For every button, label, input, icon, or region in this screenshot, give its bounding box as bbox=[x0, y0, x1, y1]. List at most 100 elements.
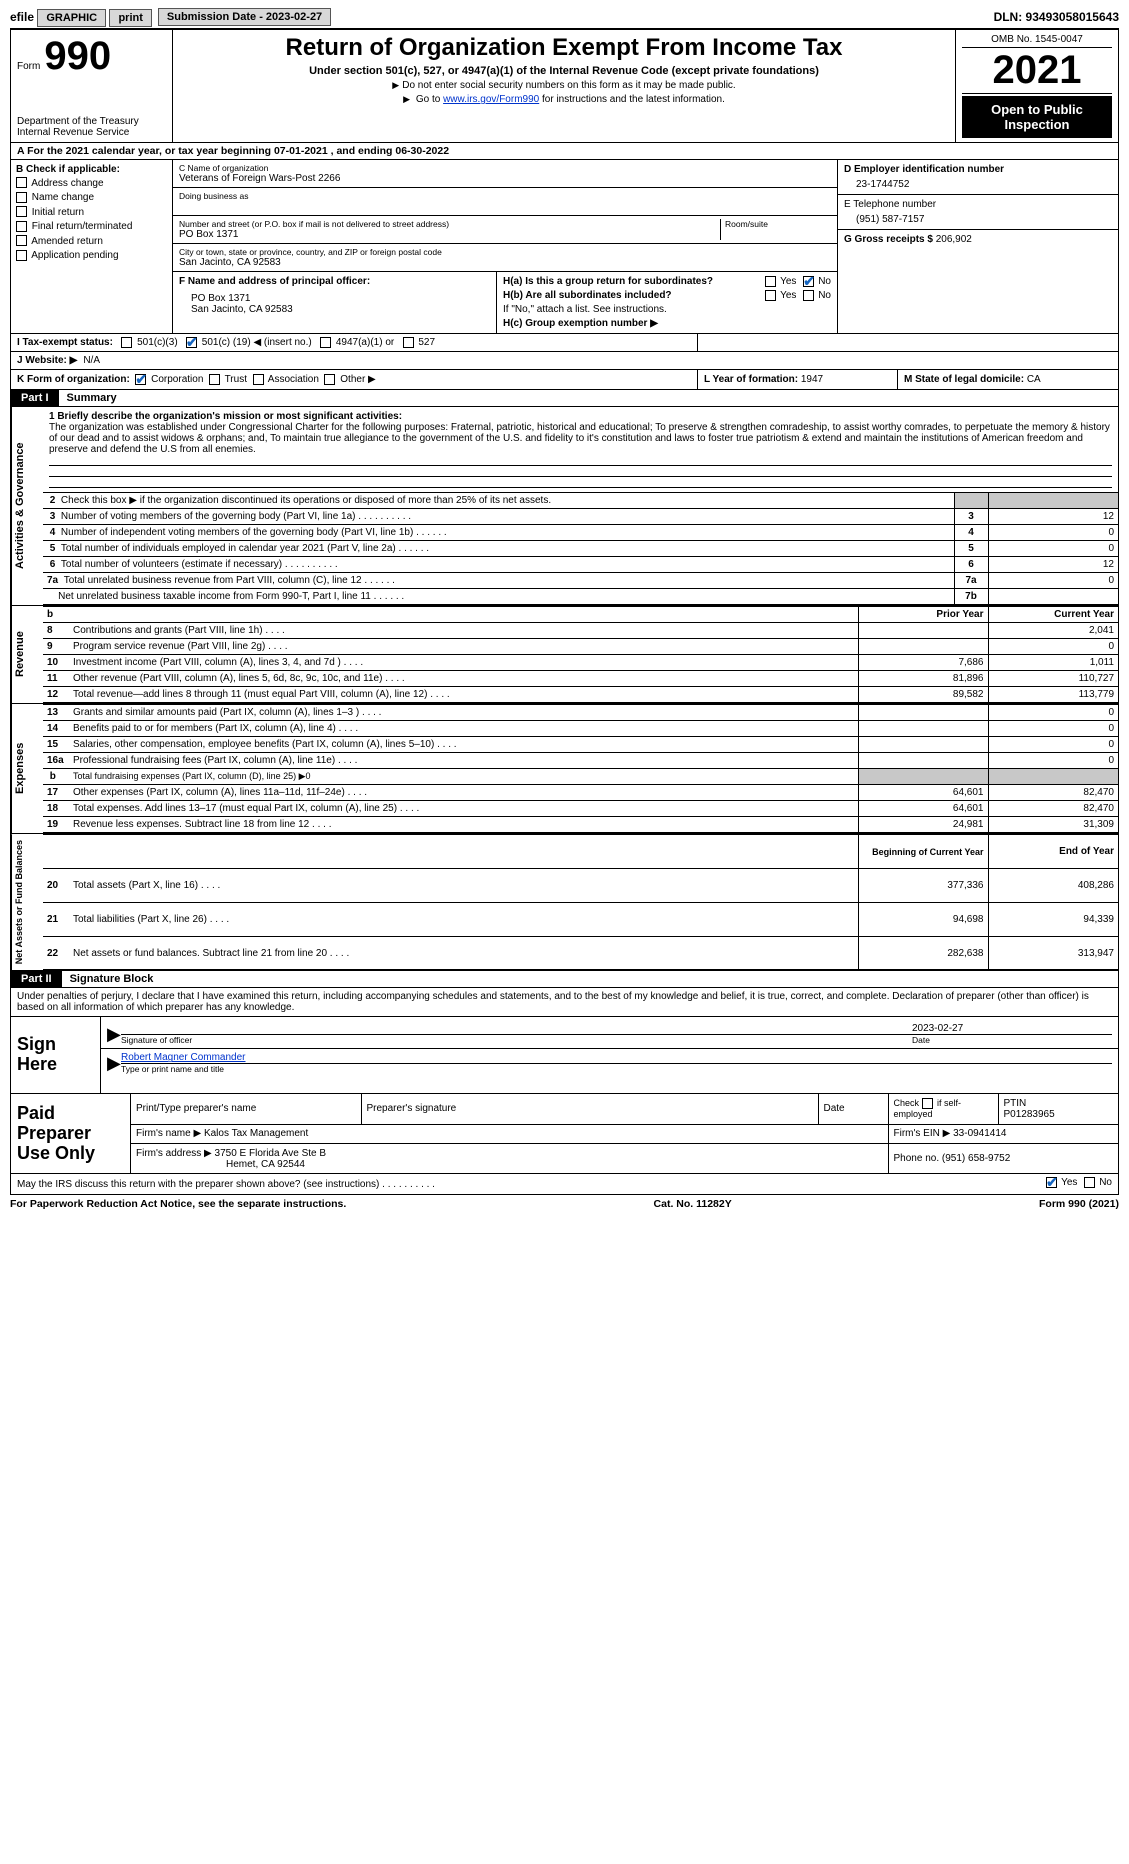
section-d-e-g: D Employer identification number 23-1744… bbox=[838, 160, 1118, 333]
prep-h2: Preparer's signature bbox=[361, 1094, 818, 1124]
f-line2: San Jacinto, CA 92583 bbox=[179, 304, 490, 315]
c-dba-value bbox=[179, 201, 182, 212]
sig-date-label: Date bbox=[912, 1034, 1112, 1045]
checkbox-527[interactable] bbox=[403, 337, 414, 348]
checkbox-hb-yes[interactable] bbox=[765, 290, 776, 301]
i-opt4: 527 bbox=[418, 337, 435, 348]
checkbox-self-employed[interactable] bbox=[922, 1098, 933, 1109]
yearline-begin: 07-01-2021 bbox=[274, 145, 328, 157]
yearline-end: 06-30-2022 bbox=[395, 145, 449, 157]
table-row: 17Other expenses (Part IX, column (A), l… bbox=[43, 785, 1118, 801]
col-boy: Beginning of Current Year bbox=[858, 835, 988, 869]
table-row: 5 Total number of individuals employed i… bbox=[43, 541, 1118, 557]
section-governance: Activities & Governance 1 Briefly descri… bbox=[10, 407, 1119, 606]
checkbox-ha-no[interactable] bbox=[803, 276, 814, 287]
open-to-public-badge: Open to Public Inspection bbox=[962, 96, 1112, 138]
table-row: 12Total revenue—add lines 8 through 11 (… bbox=[43, 687, 1118, 703]
revenue-table: bPrior YearCurrent Year 8Contributions a… bbox=[43, 606, 1118, 703]
checkbox-amended-return[interactable] bbox=[16, 235, 27, 246]
mission-blank-line bbox=[49, 477, 1112, 488]
checkbox-address-change[interactable] bbox=[16, 177, 27, 188]
checkbox-discuss-no[interactable] bbox=[1084, 1177, 1095, 1188]
checkbox-corporation[interactable] bbox=[135, 374, 146, 385]
sign-here-label: Sign Here bbox=[11, 1017, 101, 1093]
table-row: 19Revenue less expenses. Subtract line 1… bbox=[43, 817, 1118, 833]
checkbox-trust[interactable] bbox=[209, 374, 220, 385]
firm-ein-label: Firm's EIN ▶ bbox=[894, 1128, 951, 1139]
table-row: 7a Total unrelated business revenue from… bbox=[43, 573, 1118, 589]
ha-label: H(a) Is this a group return for subordin… bbox=[503, 276, 713, 287]
hc-right bbox=[698, 334, 1118, 351]
table-row: 13Grants and similar amounts paid (Part … bbox=[43, 705, 1118, 721]
k-label: K Form of organization: bbox=[17, 374, 130, 385]
signature-arrow-icon: ▶ bbox=[107, 1024, 121, 1045]
officer-name-link[interactable]: Robert Magner Commander bbox=[121, 1052, 246, 1063]
dept-irs: Internal Revenue Service bbox=[17, 127, 166, 138]
k-opt-3: Other ▶ bbox=[340, 374, 375, 385]
table-row: 21Total liabilities (Part X, line 26)94,… bbox=[43, 902, 1118, 936]
m-value: CA bbox=[1027, 374, 1041, 385]
checkbox-501c[interactable] bbox=[186, 337, 197, 348]
table-row: 15Salaries, other compensation, employee… bbox=[43, 737, 1118, 753]
section-f: F Name and address of principal officer:… bbox=[173, 272, 497, 333]
checkbox-501c3[interactable] bbox=[121, 337, 132, 348]
table-row: 9Program service revenue (Part VIII, lin… bbox=[43, 639, 1118, 655]
i-opt2-post: ) ◀ (insert no.) bbox=[247, 337, 311, 348]
section-i: I Tax-exempt status: 501(c)(3) 501(c) (1… bbox=[11, 334, 698, 351]
k-opt-1: Trust bbox=[225, 374, 247, 385]
row7b-val bbox=[988, 589, 1118, 605]
firm-phone-label: Phone no. bbox=[894, 1153, 940, 1164]
form-number: 990 bbox=[44, 34, 111, 79]
checkbox-4947a1[interactable] bbox=[320, 337, 331, 348]
checkbox-association[interactable] bbox=[253, 374, 264, 385]
omb-number: OMB No. 1545-0047 bbox=[962, 34, 1112, 48]
net-assets-table: Beginning of Current YearEnd of Year 20T… bbox=[43, 834, 1118, 970]
firm-ein: 33-0941414 bbox=[953, 1128, 1006, 1139]
row7a-val: 0 bbox=[988, 573, 1118, 589]
checkbox-other[interactable] bbox=[324, 374, 335, 385]
checkbox-ha-yes[interactable] bbox=[765, 276, 776, 287]
k-opt-0: Corporation bbox=[151, 374, 203, 385]
checkbox-hb-no[interactable] bbox=[803, 290, 814, 301]
hc-label: H(c) Group exemption number ▶ bbox=[503, 318, 658, 329]
k-opt-2: Association bbox=[268, 374, 319, 385]
row5-num: 5 bbox=[954, 541, 988, 557]
row3-text: Number of voting members of the governin… bbox=[61, 511, 411, 522]
table-row: 22Net assets or fund balances. Subtract … bbox=[43, 936, 1118, 970]
submission-date-button[interactable]: Submission Date - 2023-02-27 bbox=[158, 8, 331, 26]
section-b: B Check if applicable: Address change Na… bbox=[11, 160, 173, 333]
checkbox-final-return[interactable] bbox=[16, 221, 27, 232]
sig-date: 2023-02-27 bbox=[912, 1023, 1112, 1034]
declaration-text: Under penalties of perjury, I declare th… bbox=[10, 988, 1119, 1017]
checkbox-name-change[interactable] bbox=[16, 192, 27, 203]
row-j: J Website: ▶ N/A bbox=[10, 352, 1119, 370]
table-row: 8Contributions and grants (Part VIII, li… bbox=[43, 623, 1118, 639]
c-city-value: San Jacinto, CA 92583 bbox=[179, 257, 281, 268]
c-name-label: C Name of organization bbox=[179, 163, 831, 173]
b-opt-0: Address change bbox=[31, 178, 103, 189]
print-button[interactable]: print bbox=[109, 9, 151, 27]
c-room-label: Room/suite bbox=[725, 219, 831, 229]
e-label: E Telephone number bbox=[844, 199, 1112, 210]
hb-no: No bbox=[818, 290, 831, 301]
hb-label: H(b) Are all subordinates included? bbox=[503, 290, 672, 301]
block-b-through-h: B Check if applicable: Address change Na… bbox=[10, 160, 1119, 334]
prep-ptin-label: PTIN bbox=[1004, 1098, 1114, 1109]
form990-link[interactable]: www.irs.gov/Form990 bbox=[443, 94, 539, 105]
governance-table: 2 Check this box ▶ if the organization d… bbox=[43, 492, 1118, 605]
l-label: L Year of formation: bbox=[704, 374, 798, 385]
part2-title: Signature Block bbox=[62, 971, 162, 987]
form-word: Form bbox=[17, 61, 40, 72]
signature-arrow-icon: ▶ bbox=[107, 1053, 121, 1074]
row7a-num: 7a bbox=[954, 573, 988, 589]
checkbox-initial-return[interactable] bbox=[16, 206, 27, 217]
checkbox-discuss-yes[interactable] bbox=[1046, 1177, 1057, 1188]
b-opt-5: Application pending bbox=[31, 250, 118, 261]
section-revenue: Revenue bPrior YearCurrent Year 8Contrib… bbox=[10, 606, 1119, 704]
checkbox-application-pending[interactable] bbox=[16, 250, 27, 261]
sign-here-block: Sign Here ▶ Signature of officer 2023-02… bbox=[10, 1017, 1119, 1094]
mission-blank-line bbox=[49, 455, 1112, 466]
expenses-table: 13Grants and similar amounts paid (Part … bbox=[43, 704, 1118, 833]
prep-ptin: P01283965 bbox=[1004, 1109, 1114, 1120]
graphic-button[interactable]: GRAPHIC bbox=[37, 9, 106, 27]
